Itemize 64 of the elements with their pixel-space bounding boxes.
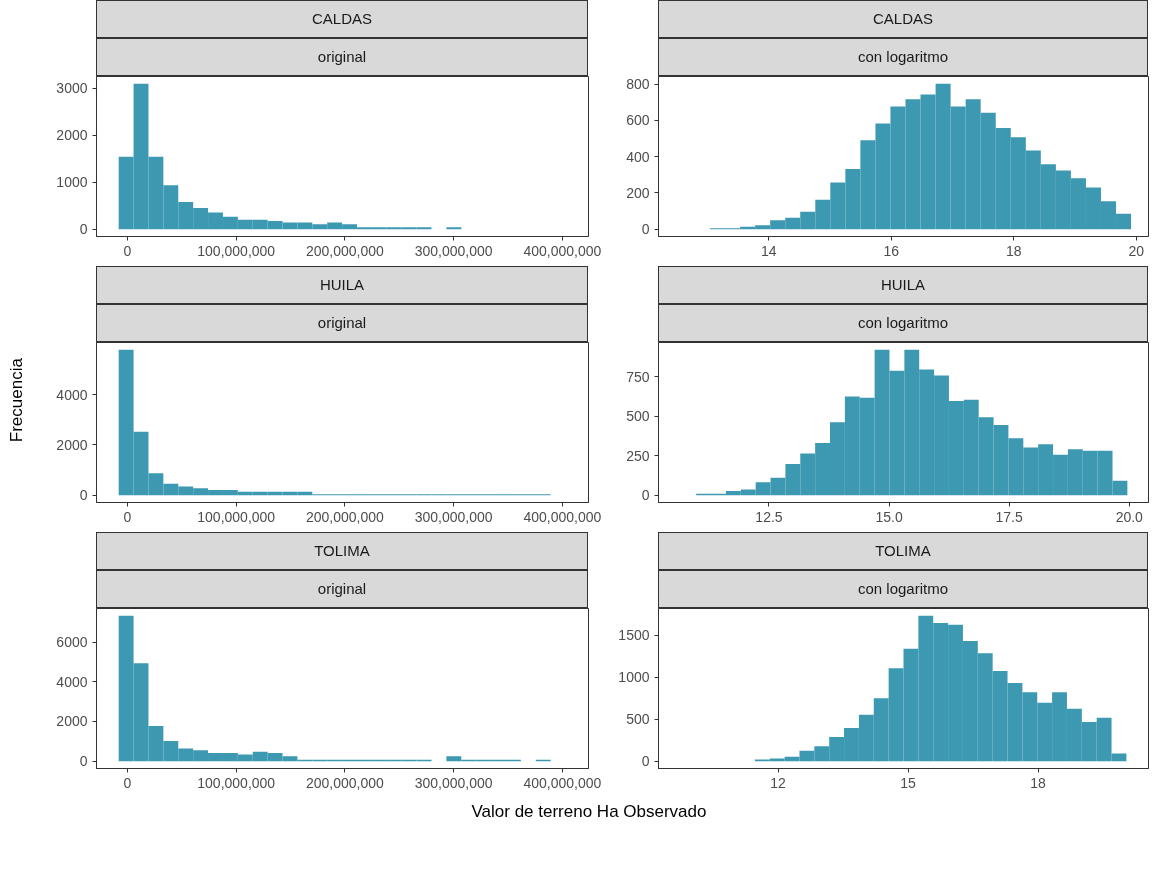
x-axis-title: Valor de terreno Ha Observado: [470, 801, 708, 823]
y-tick-label: 1000: [618, 669, 650, 686]
y-tick-label: 500: [626, 408, 650, 425]
x-tick-label: 17.5: [995, 508, 1024, 525]
chart-title: TOLIMA: [96, 532, 588, 570]
x-tick-label: 100,000,000: [197, 242, 276, 259]
y-tick-label: 0: [79, 221, 88, 238]
y-tick-label: 4000: [56, 386, 88, 403]
y-tick-label: 1500: [618, 627, 650, 644]
x-tick-label: 20: [1128, 242, 1145, 259]
y-tick-label: 0: [641, 753, 650, 770]
chart-title: TOLIMA: [658, 532, 1148, 570]
x-tick-label: 200,000,000: [306, 242, 385, 259]
y-tick-label: 500: [626, 711, 650, 728]
x-tick-label: 18: [1030, 774, 1047, 791]
chart-title: HUILA: [96, 266, 588, 304]
x-tick-label: 15.0: [875, 508, 903, 525]
y-axis-title: Frecuencia: [5, 357, 27, 443]
y-tick-label: 800: [626, 76, 650, 93]
y-tick-label: 200: [626, 184, 650, 201]
chart-title: CALDAS: [96, 0, 588, 38]
x-tick-label: 400,000,000: [523, 774, 602, 791]
chart-title: HUILA: [658, 266, 1148, 304]
x-tick-label: 400,000,000: [523, 242, 602, 259]
y-tick-label: 600: [626, 112, 650, 129]
x-tick-label: 16: [883, 242, 900, 259]
x-tick-label: 18: [1005, 242, 1022, 259]
y-tick-label: 250: [626, 447, 650, 464]
y-tick-label: 0: [641, 221, 650, 238]
chart-subtitle: original: [96, 304, 588, 342]
y-tick-label: 2000: [56, 127, 88, 144]
x-tick-label: 100,000,000: [197, 508, 276, 525]
y-tick-label: 0: [79, 487, 88, 504]
x-tick-label: 300,000,000: [414, 508, 493, 525]
y-tick-label: 0: [79, 753, 88, 770]
x-tick-label: 14: [760, 242, 777, 259]
chart-subtitle: original: [96, 38, 588, 76]
x-tick-label: 100,000,000: [197, 774, 276, 791]
x-tick-label: 0: [123, 242, 132, 259]
x-tick-label: 15: [900, 774, 917, 791]
x-tick-label: 0: [123, 508, 132, 525]
x-tick-label: 200,000,000: [306, 508, 385, 525]
chart-subtitle: con logaritmo: [658, 38, 1148, 76]
y-tick-label: 400: [626, 148, 650, 165]
x-tick-label: 300,000,000: [414, 774, 493, 791]
y-tick-label: 1000: [56, 174, 88, 191]
chart-subtitle: con logaritmo: [658, 570, 1148, 608]
x-tick-label: 300,000,000: [414, 242, 493, 259]
y-tick-label: 6000: [56, 634, 88, 650]
y-tick-label: 2000: [56, 713, 88, 730]
x-tick-label: 0: [123, 774, 132, 791]
x-tick-label: 12.5: [755, 508, 783, 525]
y-tick-label: 3000: [56, 80, 88, 97]
y-tick-label: 0: [641, 487, 650, 504]
y-tick-label: 2000: [56, 436, 88, 453]
x-tick-label: 400,000,000: [523, 508, 602, 525]
chart-subtitle: original: [96, 570, 588, 608]
chart-subtitle: con logaritmo: [658, 304, 1148, 342]
y-tick-label: 750: [626, 368, 650, 385]
y-tick-label: 4000: [56, 673, 88, 690]
x-tick-label: 200,000,000: [306, 774, 385, 791]
chart-title: CALDAS: [658, 0, 1148, 38]
x-tick-label: 12: [770, 774, 787, 791]
x-tick-label: 20.0: [1115, 508, 1144, 525]
